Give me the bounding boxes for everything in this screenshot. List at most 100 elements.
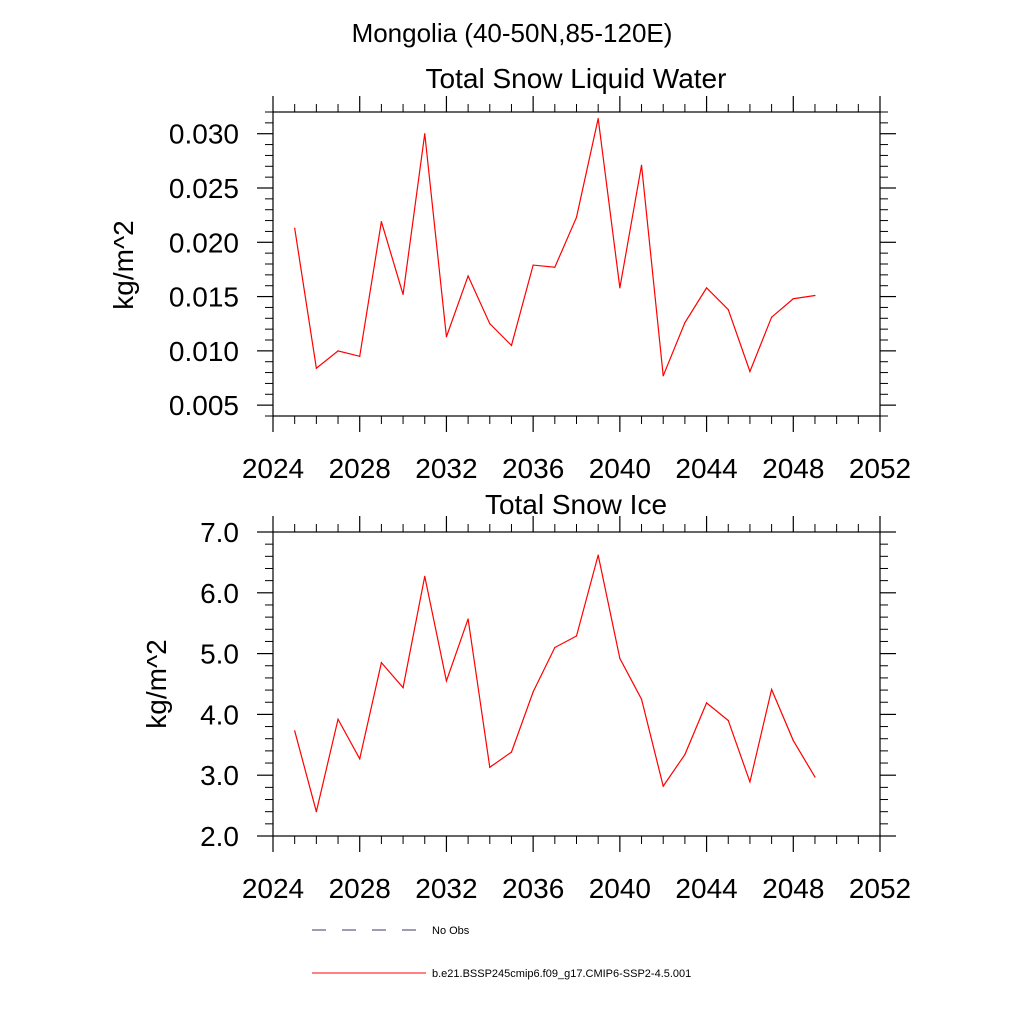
data-point [727,719,729,722]
data-point [380,221,382,223]
panel-2-title: Total Snow Ice [485,489,667,520]
data-point [402,293,404,295]
data-point [684,322,686,324]
data-point [359,355,361,357]
x-tick-label: 2044 [675,873,737,904]
y-tick-label: 0.010 [169,336,239,367]
data-point [294,730,296,732]
x-tick-label: 2036 [502,873,564,904]
y-tick-label: 0.025 [169,173,239,204]
data-point [337,718,339,720]
data-point [467,618,469,620]
data-point [619,287,621,289]
x-tick-label: 2048 [762,873,824,904]
panel-snow-liquid-water: Total Snow Liquid Water kg/m^2 2024 2028 2… [108,63,911,484]
x-tick-label: 2036 [502,453,564,484]
y-tick-label: 2.0 [200,821,239,852]
panel-2-x-axis: 2024 2028 2032 2036 2040 2044 2048 2052 [242,516,911,904]
x-tick-label: 2052 [849,873,911,904]
y-tick-label: 0.015 [169,282,239,313]
y-tick-label: 7.0 [200,517,239,548]
panel-2-ylabel: kg/m^2 [141,639,172,728]
data-point [510,751,513,753]
x-tick-label: 2024 [242,873,304,904]
data-point [445,336,448,338]
data-point [814,776,816,778]
x-tick-label: 2032 [415,873,477,904]
y-tick-label: 4.0 [200,699,239,730]
panel-1-x-axis: 2024 2028 2032 2036 2040 2044 2048 2052 [242,96,911,484]
series-line [294,118,816,377]
x-tick-label: 2044 [675,453,737,484]
panel-1-title: Total Snow Liquid Water [426,63,727,94]
data-point [424,133,426,135]
legend: No Obs b.e21.BSSP245cmip6.f09_g17.CMIP6-… [312,925,691,980]
data-point [489,766,491,768]
panel-1-ylabel: kg/m^2 [108,220,139,309]
data-point [727,309,729,311]
x-tick-label: 2024 [242,453,304,484]
y-tick-label: 0.030 [169,119,239,150]
data-point [489,323,491,325]
data-point [684,753,686,756]
panel-1-y-axis: 0.005 0.010 0.015 0.020 0.025 0.030 [169,119,896,421]
data-point [554,266,556,268]
data-point [771,316,773,318]
data-point [792,739,794,742]
data-point [532,691,534,693]
data-point [554,646,556,649]
data-point [359,758,361,760]
y-tick-label: 0.020 [169,227,239,258]
y-tick-label: 5.0 [200,639,239,670]
data-point [510,344,513,347]
data-point [619,657,621,660]
data-point [380,662,382,664]
data-point [640,698,643,700]
panel-2-series [294,554,816,813]
x-tick-label: 2028 [329,453,391,484]
data-point [467,275,469,277]
data-point [792,298,794,300]
panel-2-minor-ticks [265,524,888,844]
data-point [749,781,751,783]
data-point [597,117,599,120]
x-tick-label: 2048 [762,453,824,484]
panel-2-y-axis: 2.0 3.0 4.0 5.0 6.0 7.0 [200,517,896,852]
data-point [402,687,404,689]
data-point [315,811,317,813]
panel-snow-ice: Total Snow Ice kg/m^2 2024 2028 2032 2036 20… [141,489,911,904]
data-point [640,164,643,166]
data-point [705,702,708,704]
legend-label-model: b.e21.BSSP245cmip6.f09_g17.CMIP6-SSP2-4.… [432,968,691,980]
data-point [445,680,448,682]
panel-2-frame [272,531,881,837]
panel-1-frame [272,111,881,417]
panel-1-series [294,117,816,377]
data-point [662,785,664,787]
data-point [597,554,599,556]
y-tick-label: 6.0 [200,578,239,609]
data-point [771,688,773,691]
x-tick-label: 2028 [329,873,391,904]
x-tick-label: 2032 [415,453,477,484]
series-line [294,554,816,812]
data-point [294,227,296,229]
data-point [814,294,816,297]
y-tick-label: 0.005 [169,390,239,421]
page-title: Mongolia (40-50N,85-120E) [352,18,673,48]
data-point [749,370,751,373]
data-point [337,350,339,352]
data-point [424,575,426,577]
data-point [315,367,317,369]
x-tick-label: 2052 [849,453,911,484]
data-point [705,287,708,289]
x-tick-label: 2040 [589,873,651,904]
x-tick-label: 2040 [589,453,651,484]
data-point [575,635,578,637]
panel-1-minor-ticks [265,104,888,424]
data-point [662,375,664,377]
y-tick-label: 3.0 [200,760,239,791]
data-point [575,216,578,218]
data-point [532,264,534,266]
